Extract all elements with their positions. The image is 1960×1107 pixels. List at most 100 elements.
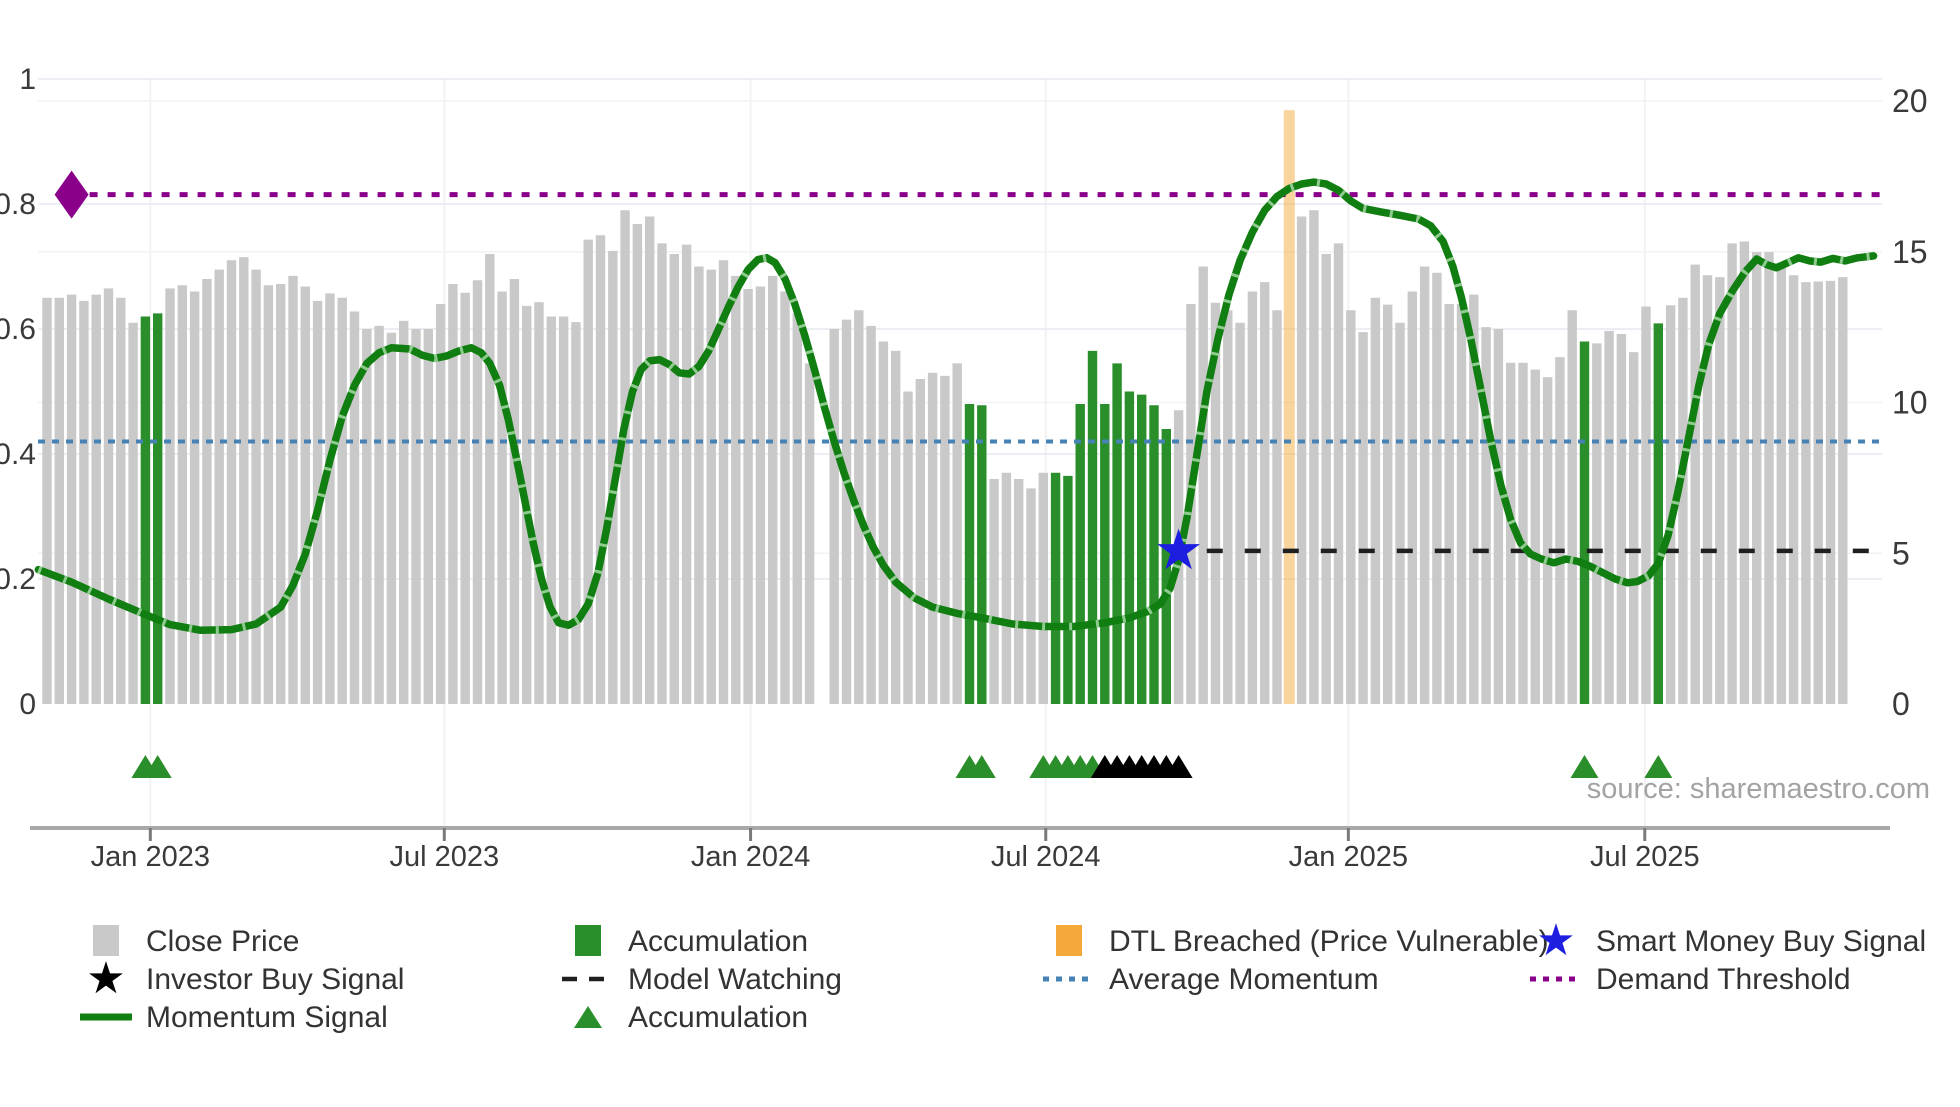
price-bar — [1358, 332, 1368, 704]
price-bar — [411, 329, 421, 704]
price-bar — [657, 243, 667, 704]
price-bar — [645, 216, 655, 704]
right-axis-tick-label: 10 — [1892, 385, 1928, 421]
price-bar — [1493, 329, 1504, 704]
accumulation-bar — [1100, 404, 1110, 704]
price-bar — [1592, 343, 1602, 704]
price-bar — [915, 379, 925, 704]
price-bar — [1321, 254, 1331, 704]
price-bar — [1260, 282, 1270, 704]
price-bar — [1518, 362, 1528, 704]
price-bar — [1567, 310, 1577, 704]
smart-money-star-icon: ★ — [1153, 518, 1203, 581]
price-bar — [460, 292, 470, 704]
price-bar — [288, 275, 298, 704]
price-bar — [497, 291, 507, 704]
price-bar — [1456, 304, 1467, 704]
legend-item — [575, 925, 601, 956]
price-bar — [1014, 479, 1024, 704]
price-bar — [1210, 302, 1221, 704]
x-tick-label: Jan 2023 — [91, 841, 210, 873]
accumulation-bar — [140, 316, 151, 704]
price-bar — [1715, 277, 1725, 704]
price-bar — [485, 254, 495, 704]
price-bar — [891, 350, 901, 704]
price-bar — [435, 304, 446, 704]
price-bar — [337, 297, 347, 704]
accumulation-bar — [1075, 404, 1085, 704]
price-bar — [829, 329, 839, 704]
price-bar — [804, 363, 815, 704]
price-bar — [681, 244, 692, 704]
price-bar — [1481, 327, 1491, 704]
source-note: source: sharemaestro.com — [1587, 773, 1930, 805]
price-bar — [509, 279, 520, 704]
price-bar — [1346, 310, 1356, 704]
price-bar — [792, 313, 802, 704]
legend-label: Momentum Signal — [146, 1001, 388, 1034]
price-bar — [768, 275, 778, 704]
accumulation-bar — [1161, 429, 1171, 704]
price-bar — [571, 322, 581, 704]
price-bar — [349, 311, 360, 704]
right-axis-tick-label: 20 — [1892, 83, 1928, 119]
price-bar — [1727, 243, 1737, 704]
accumulation-triangle-icon — [143, 755, 172, 778]
price-bar — [632, 224, 643, 704]
price-bar — [386, 332, 397, 704]
price-bar — [1530, 369, 1540, 704]
price-bar — [300, 286, 310, 704]
price-bar — [1198, 266, 1208, 704]
price-bar — [399, 320, 409, 704]
price-bar — [706, 269, 716, 704]
price-bar — [226, 260, 237, 704]
price-bar — [1370, 297, 1381, 704]
price-bar — [1444, 304, 1454, 704]
price-bar — [1395, 322, 1405, 704]
price-bar — [1419, 266, 1430, 704]
investor-buy-triangle-icon — [1164, 755, 1193, 778]
price-bar — [423, 329, 433, 704]
price-bar — [1629, 352, 1639, 704]
accumulation-bar — [1149, 405, 1159, 704]
price-bar — [116, 297, 126, 704]
accumulation-triangle-icon — [1644, 755, 1673, 778]
price-bar — [1752, 252, 1762, 704]
accumulation-bar — [1063, 475, 1073, 704]
price-bar — [903, 391, 913, 704]
price-bar — [1788, 275, 1799, 704]
left-axis-tick-label: 1 — [19, 63, 36, 96]
legend-label: DTL Breached (Price Vulnerable) — [1109, 925, 1549, 958]
left-axis-tick-label: 0.8 — [0, 188, 36, 221]
price-bar — [1001, 472, 1012, 704]
price-bar — [1739, 241, 1750, 704]
legend-label: Accumulation — [628, 925, 808, 958]
price-bar — [583, 239, 593, 704]
price-bar — [79, 300, 89, 704]
price-bar — [731, 275, 741, 704]
price-bar — [1383, 304, 1393, 704]
x-tick-label: Jan 2024 — [691, 841, 810, 873]
price-bar — [841, 319, 852, 704]
price-bar — [1296, 216, 1307, 704]
price-bar — [952, 363, 962, 704]
price-bar — [718, 260, 729, 704]
accumulation-bar — [1124, 391, 1135, 704]
accumulation-bar — [1112, 363, 1122, 704]
price-bar — [694, 266, 704, 704]
right-axis-tick-label: 15 — [1892, 234, 1928, 270]
accumulation-bar — [1050, 472, 1061, 704]
price-bar — [1825, 280, 1836, 704]
price-bar — [1690, 264, 1700, 704]
accumulation-triangle-icon — [967, 755, 996, 778]
price-bar — [263, 285, 274, 704]
price-bar — [1247, 291, 1258, 704]
price-bar — [1432, 272, 1442, 704]
legend-triangle-icon — [574, 1006, 602, 1028]
price-bar — [927, 372, 938, 704]
price-bar — [989, 479, 999, 704]
demand-threshold-diamond-icon — [54, 170, 89, 219]
price-bar — [448, 284, 458, 704]
price-bar — [1776, 262, 1786, 704]
